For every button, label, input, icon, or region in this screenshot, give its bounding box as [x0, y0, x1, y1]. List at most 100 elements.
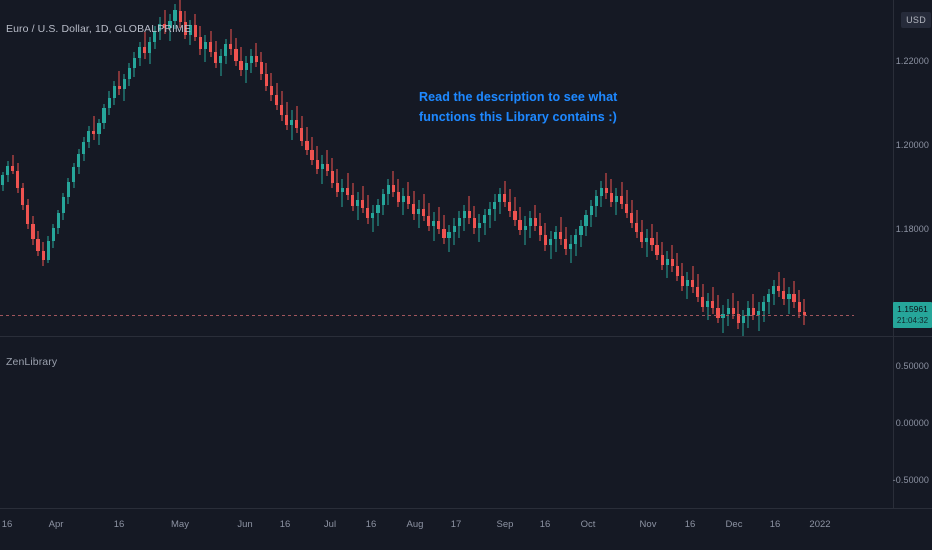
time-axis[interactable]: 16 Apr 16 May Jun 16 Jul 16 Aug 17 Sep 16 Oct Nov 16 De… [0, 509, 893, 550]
candle-body [787, 293, 791, 300]
candle-body [691, 280, 695, 287]
candle [158, 16, 162, 40]
candle [173, 4, 177, 30]
candle [305, 127, 309, 156]
candle [533, 204, 537, 231]
candle [797, 289, 801, 318]
candle [488, 201, 492, 229]
symbol-legend[interactable]: Euro / U.S. Dollar, 1D, GLOBALPRIME [6, 23, 191, 35]
candle [112, 81, 116, 105]
candle [41, 242, 45, 266]
candle-wick [407, 181, 409, 209]
candle-body [36, 239, 40, 251]
candle-body [56, 212, 60, 229]
candle [254, 43, 258, 68]
candle-body [538, 225, 542, 236]
pane-separator[interactable] [0, 336, 932, 337]
candle [726, 299, 730, 327]
candle [386, 179, 390, 205]
candle-body [498, 194, 502, 202]
candle [716, 295, 720, 324]
candle [249, 49, 253, 74]
candle-body [635, 222, 639, 233]
candle [122, 74, 126, 101]
indicator-legend-zenlibrary[interactable]: ZenLibrary [6, 356, 58, 368]
candle-body [660, 254, 664, 265]
candle-wick [671, 244, 673, 272]
candle [280, 91, 284, 121]
candle-wick [560, 217, 562, 245]
candle [493, 194, 497, 222]
candle-body [564, 239, 568, 250]
candle-body [721, 313, 725, 318]
candle-body [82, 141, 86, 155]
candle [792, 281, 796, 308]
candle-body [396, 191, 400, 202]
price-pane[interactable] [0, 0, 893, 336]
time-axis-tick: 16 [769, 519, 781, 530]
candle-wick [788, 286, 790, 314]
candle-wick [722, 304, 724, 334]
candle [589, 200, 593, 227]
candle [208, 30, 213, 57]
candle [787, 286, 791, 314]
candle [406, 181, 410, 209]
candle-body [71, 166, 76, 182]
candle-body [183, 22, 187, 35]
candle [498, 187, 502, 215]
candle [756, 302, 761, 331]
candle [782, 278, 786, 306]
candle-body [513, 211, 517, 220]
candle [564, 226, 568, 255]
candle [234, 37, 238, 66]
candle-body [457, 218, 461, 226]
candle-body [665, 259, 669, 265]
candle-wick [418, 200, 420, 229]
candle [61, 193, 65, 220]
candle [417, 200, 421, 229]
price-axis[interactable]: USD 1.22000 1.20000 1.18000 0.50000 0.00000… [893, 0, 932, 508]
candle [482, 208, 487, 236]
candle [767, 288, 771, 314]
indicator-pane[interactable] [0, 337, 893, 508]
candle-body [77, 154, 81, 167]
candle-body [127, 68, 131, 79]
candle-body [493, 201, 497, 209]
candle [295, 106, 299, 134]
candle [462, 204, 466, 231]
candle [203, 34, 208, 62]
candle-body [214, 51, 218, 63]
time-axis-tick: Jul [323, 519, 337, 530]
candle [452, 218, 456, 245]
candle-body [330, 170, 334, 183]
candle-body [198, 36, 202, 50]
time-axis-tick: Dec [725, 519, 743, 530]
candle [437, 207, 441, 234]
candle-body [802, 312, 806, 315]
candle-body [630, 212, 634, 223]
candle-wick [707, 292, 709, 321]
candle [685, 271, 690, 300]
candle [584, 210, 588, 237]
candle [640, 219, 644, 248]
candle-wick [524, 216, 526, 245]
candle [391, 170, 395, 198]
candle [604, 173, 608, 199]
candle [214, 40, 218, 69]
candle-body [285, 114, 289, 125]
candle-body [523, 225, 527, 230]
candle [706, 292, 710, 321]
candle [11, 155, 15, 175]
time-axis-tick: Apr [48, 519, 64, 530]
candle [559, 217, 563, 245]
candle-body [594, 196, 598, 206]
candle [680, 263, 684, 292]
candle [92, 115, 96, 140]
candle [467, 196, 471, 224]
candle-wick [686, 271, 688, 300]
candle-body [208, 41, 213, 52]
current-price-badge[interactable]: 1.15961 21:04:32 [893, 301, 932, 328]
candle [163, 9, 167, 34]
candle [411, 191, 416, 220]
candle [665, 250, 669, 279]
